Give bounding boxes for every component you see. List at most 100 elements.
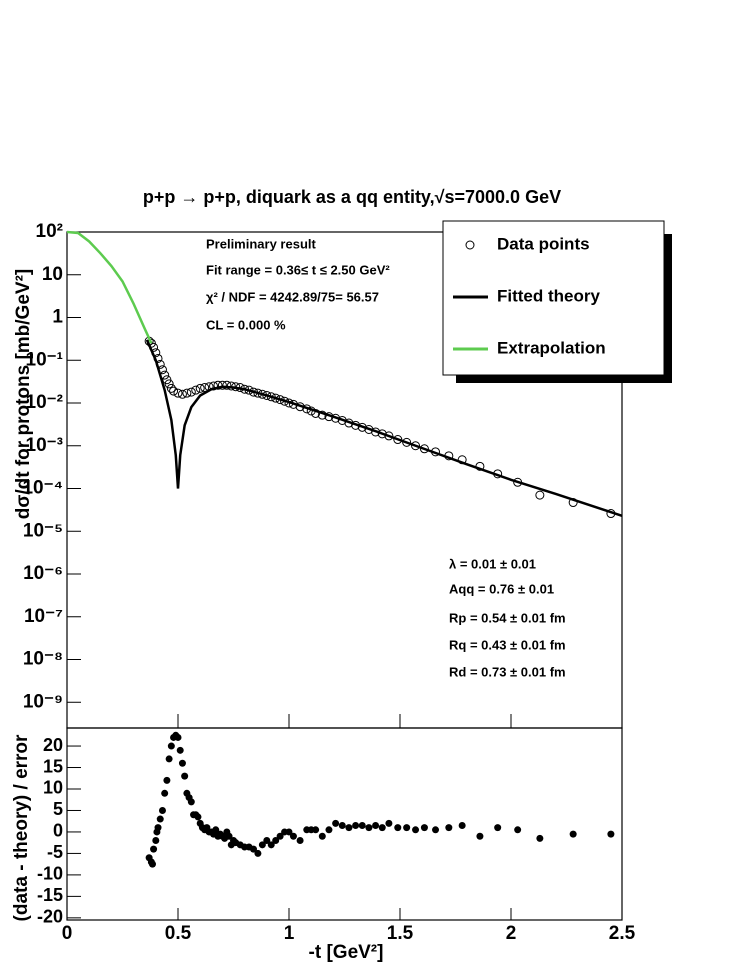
fit-parameter: Rp = 0.54 ± 0.01 fm [449, 610, 566, 625]
data-point [325, 826, 333, 834]
x-tick-label: 0.5 [165, 923, 192, 944]
data-point [182, 388, 192, 398]
bottom-frame [66, 727, 623, 921]
y-tick-label: 5 [53, 799, 63, 819]
data-point [254, 849, 262, 857]
data-point [569, 830, 577, 838]
y-tick-label: -20 [37, 907, 63, 927]
legend-swatch [465, 240, 475, 250]
data-point [365, 824, 373, 832]
data-point [402, 437, 412, 447]
y-tick-label: 10⁻⁴ [22, 478, 63, 499]
data-point [372, 822, 380, 830]
y-tick-label: 10⁻³ [26, 435, 64, 456]
data-point [432, 826, 440, 834]
y-tick-label: -10 [37, 864, 63, 884]
x-tick-label: 0 [62, 923, 73, 944]
data-point [318, 832, 326, 840]
data-point [267, 841, 275, 849]
data-point [249, 845, 257, 853]
legend-label: Data points [497, 234, 590, 253]
data-point [276, 832, 284, 840]
data-point [150, 845, 158, 853]
data-point [420, 824, 428, 832]
y-tick-label: 10² [36, 221, 63, 242]
data-point [164, 379, 174, 389]
data-point [177, 389, 187, 399]
x-axis-label: -t [GeV²] [309, 942, 384, 963]
y-tick-label: 10 [43, 778, 63, 798]
data-point [195, 383, 205, 393]
data-point [378, 824, 386, 832]
y-tick-label: 10⁻⁹ [23, 691, 63, 712]
annotation: χ² / NDF = 4242.89/75= 56.57 [206, 289, 379, 304]
annotation: Fit range = 0.36≤ t ≤ 2.50 GeV² [206, 262, 390, 277]
data-point [476, 832, 484, 840]
data-point [167, 742, 175, 750]
data-point [181, 772, 189, 780]
data-point [514, 826, 522, 834]
fit-parameter: Rd = 0.73 ± 0.01 fm [449, 664, 566, 679]
y-tick-label: 10⁻⁸ [23, 649, 63, 670]
data-point [332, 819, 340, 827]
data-point [289, 832, 297, 840]
data-point [312, 826, 320, 834]
data-point [213, 380, 223, 390]
y-tick-label: -15 [37, 885, 63, 905]
data-point [178, 759, 186, 767]
data-point [187, 798, 195, 806]
data-point [154, 824, 162, 832]
fit-parameter: λ = 0.01 ± 0.01 [449, 556, 536, 571]
y-tick-label: 20 [43, 735, 63, 755]
data-point [186, 387, 196, 397]
data-point [352, 822, 360, 830]
data-point [285, 828, 293, 836]
data-point [535, 490, 545, 500]
y-tick-label: 10⁻⁶ [23, 563, 63, 584]
y-tick-label: 10 [42, 264, 63, 285]
legend-label: Extrapolation [497, 338, 606, 357]
data-point [403, 824, 411, 832]
data-point [411, 441, 421, 451]
y-axis-label: dσ/dt for protons [mb/GeV²] [13, 269, 34, 519]
data-point [272, 837, 280, 845]
y-tick-label: 15 [43, 756, 63, 776]
y-tick-label: 10⁻⁷ [24, 606, 63, 627]
y-tick-label: 0 [53, 821, 63, 841]
data-point [191, 385, 201, 395]
data-point [152, 837, 160, 845]
chart-title: p+p → p+p, diquark as a qq entity,√s=700… [143, 187, 561, 207]
data-point [200, 383, 210, 393]
x-tick-label: 1 [284, 923, 295, 944]
fit-parameter: Aqq = 0.76 ± 0.01 [449, 581, 554, 596]
data-point [165, 755, 173, 763]
data-point [536, 834, 544, 842]
x-tick-label: 1.5 [387, 923, 414, 944]
data-point [345, 824, 353, 832]
data-point [174, 733, 182, 741]
y-tick-label: 1 [52, 307, 63, 328]
annotation: CL = 0.000 % [206, 317, 286, 332]
data-point [225, 832, 233, 840]
x-tick-label: 2.5 [609, 923, 636, 944]
data-point [161, 789, 169, 797]
legend-label: Fitted theory [497, 286, 600, 305]
data-point [445, 824, 453, 832]
series-line [66, 230, 153, 344]
x-tick-label: 2 [506, 923, 517, 944]
data-point [173, 388, 183, 398]
data-point [162, 375, 172, 385]
fit-parameter: Rq = 0.43 ± 0.01 fm [449, 637, 566, 652]
data-point [222, 380, 232, 390]
data-point [156, 815, 164, 823]
y-tick-label: 10⁻¹ [26, 349, 64, 370]
series-line [145, 339, 623, 517]
data-point [338, 822, 346, 830]
data-point [166, 383, 176, 393]
data-point [212, 826, 220, 834]
y-axis-label: (data - theory) / error [11, 734, 32, 921]
data-point [607, 830, 615, 838]
data-point [169, 386, 179, 396]
